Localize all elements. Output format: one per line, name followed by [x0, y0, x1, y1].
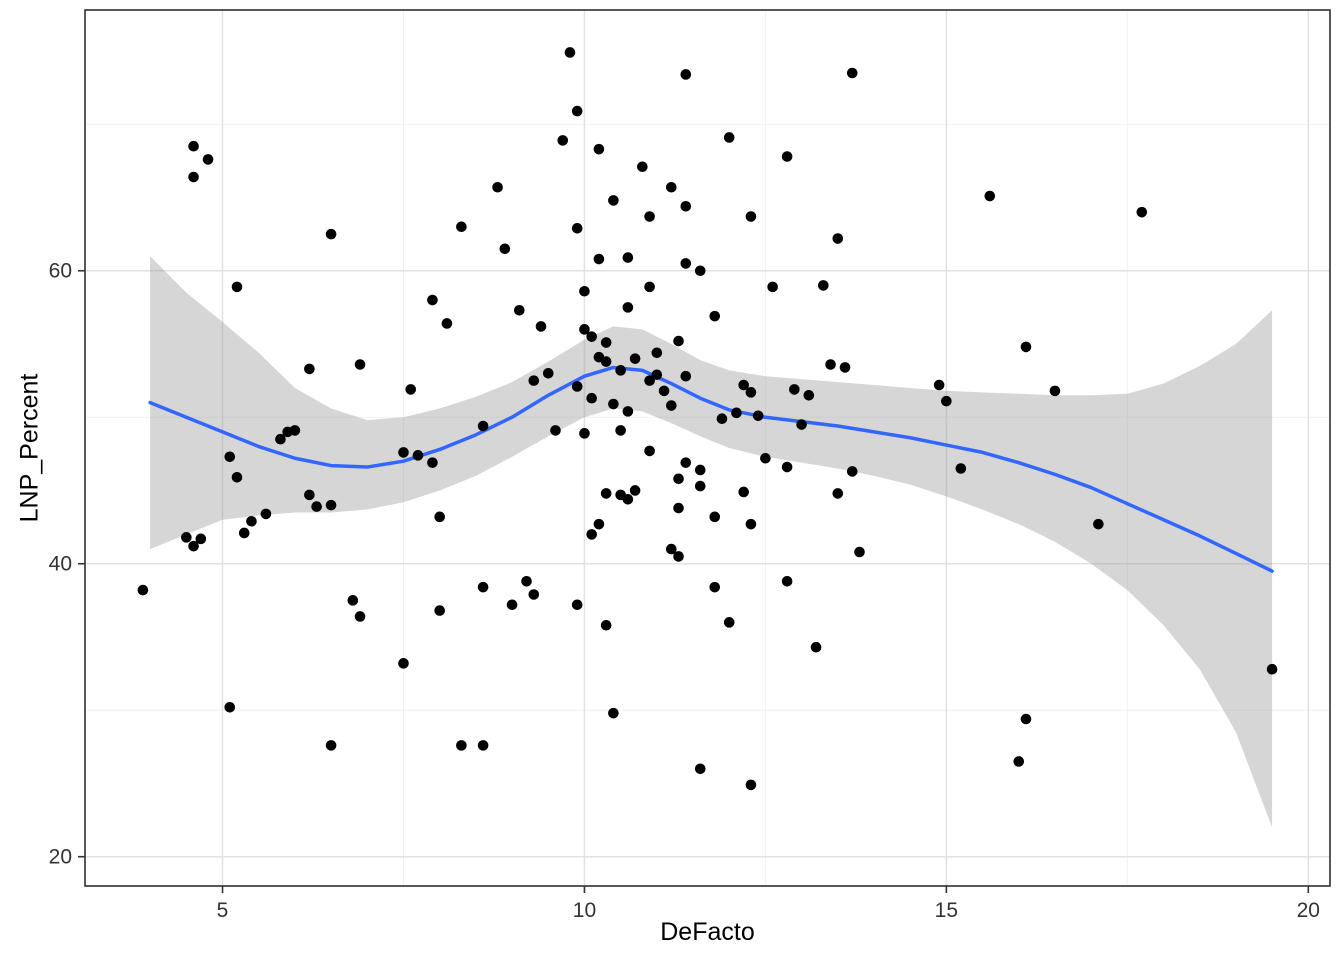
panel-background [85, 10, 1330, 886]
y-axis-title: LNP_Percent [15, 373, 44, 523]
y-tick-label: 40 [49, 553, 72, 576]
x-axis-title: DeFacto [660, 918, 755, 946]
x-tick-label: 20 [1297, 899, 1320, 922]
panel-border [84, 9, 1331, 887]
x-tick-label: 15 [935, 899, 958, 922]
grid-major [85, 10, 1330, 886]
confidence-ribbon [150, 256, 1273, 828]
smooth-line [148, 365, 1274, 573]
x-tick-label: 10 [573, 899, 596, 922]
y-tick-label: 20 [49, 846, 72, 869]
scatter-points [137, 47, 1278, 791]
x-tick-label: 5 [217, 899, 229, 922]
axis-ticks-and-labels: 5 10 15 20 20 40 60 [49, 260, 1320, 922]
grid-minor [85, 10, 1330, 886]
y-tick-label: 60 [49, 260, 72, 283]
